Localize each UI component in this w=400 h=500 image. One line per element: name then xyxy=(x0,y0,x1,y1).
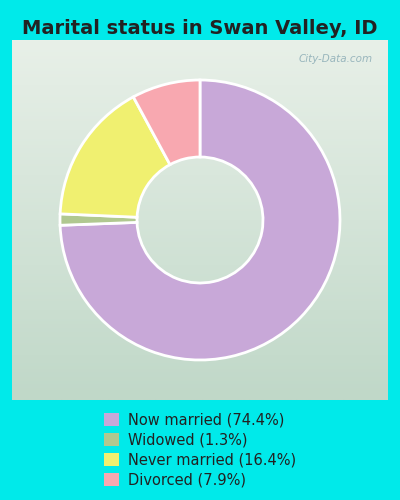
Text: City-Data.com: City-Data.com xyxy=(299,54,373,64)
Wedge shape xyxy=(133,80,200,164)
Wedge shape xyxy=(60,97,170,217)
Legend: Now married (74.4%), Widowed (1.3%), Never married (16.4%), Divorced (7.9%): Now married (74.4%), Widowed (1.3%), Nev… xyxy=(98,406,302,494)
Wedge shape xyxy=(60,80,340,360)
Wedge shape xyxy=(60,214,137,226)
Text: Marital status in Swan Valley, ID: Marital status in Swan Valley, ID xyxy=(22,20,378,38)
